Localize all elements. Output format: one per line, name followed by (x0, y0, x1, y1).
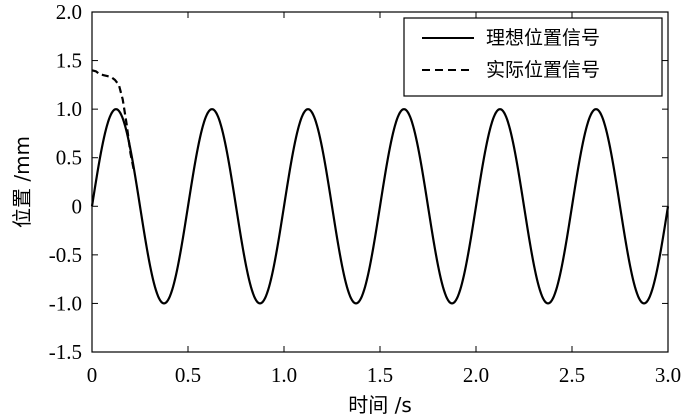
x-axis-label: 时间 /s (348, 393, 412, 417)
x-tick-label: 3.0 (655, 363, 681, 387)
legend-label-ideal: 理想位置信号 (486, 27, 600, 49)
y-tick-label: -1.0 (49, 291, 82, 315)
legend-label-actual: 实际位置信号 (486, 59, 600, 81)
legend: 理想位置信号 实际位置信号 (403, 17, 663, 97)
series-layer (90, 69, 670, 305)
y-tick-label: -0.5 (49, 243, 82, 267)
y-tick-label: 1.0 (56, 97, 82, 121)
y-tick-label: 0 (72, 194, 83, 218)
x-tick-label: 2.5 (559, 363, 585, 387)
y-axis-ticks: 2.0 1.5 1.0 0.5 0 -0.5 -1.0 -1.5 (49, 0, 668, 364)
y-tick-label: 1.5 (56, 49, 82, 73)
x-axis-ticks: 0 0.5 1.0 1.5 2.0 2.5 3.0 (87, 12, 681, 387)
x-tick-label: 0 (87, 363, 98, 387)
y-axis-label: 位置 /mm (10, 136, 34, 228)
x-tick-label: 1.5 (367, 363, 393, 387)
x-tick-label: 0.5 (175, 363, 201, 387)
series-line-actual (91, 69, 136, 173)
series-line-ideal (90, 108, 670, 305)
y-tick-label: -1.5 (49, 340, 82, 364)
x-tick-label: 2.0 (463, 363, 489, 387)
plot-frame (91, 11, 669, 353)
y-tick-label: 2.0 (56, 0, 82, 24)
x-tick-label: 1.0 (271, 363, 297, 387)
y-tick-label: 0.5 (56, 146, 82, 170)
legend-box (403, 17, 663, 97)
